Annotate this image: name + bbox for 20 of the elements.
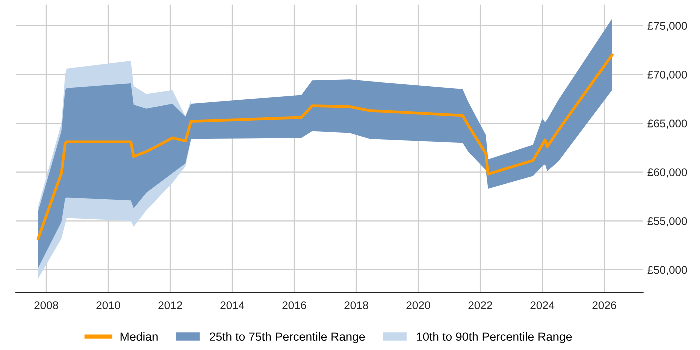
x-tick-label: 2024 (530, 302, 555, 310)
y-tick-label: £65,000 (648, 120, 688, 129)
x-tick-label: 2010 (96, 302, 120, 310)
legend-label: 10th to 90th Percentile Range (417, 332, 572, 344)
x-tick-label: 2012 (158, 302, 182, 310)
x-tick-label: 2018 (344, 302, 368, 310)
legend-label: Median (120, 332, 158, 342)
y-tick-label: £70,000 (648, 70, 688, 80)
x-tick-label: 2020 (406, 302, 430, 310)
y-tick-label: £75,000 (648, 22, 688, 32)
line-series (37, 54, 614, 240)
x-tick-label: 2008 (34, 302, 58, 310)
y-tick-label: £55,000 (648, 217, 688, 227)
legend-label: 25th to 75th Percentile Range (210, 332, 366, 344)
x-tick-label: 2022 (468, 302, 492, 310)
x-tick-label: 2016 (282, 302, 306, 310)
x-tick-label: 2026 (592, 302, 616, 310)
y-tick-label: £60,000 (648, 168, 688, 178)
y-tick-label: £50,000 (648, 266, 688, 276)
x-tick-label: 2014 (220, 302, 245, 310)
